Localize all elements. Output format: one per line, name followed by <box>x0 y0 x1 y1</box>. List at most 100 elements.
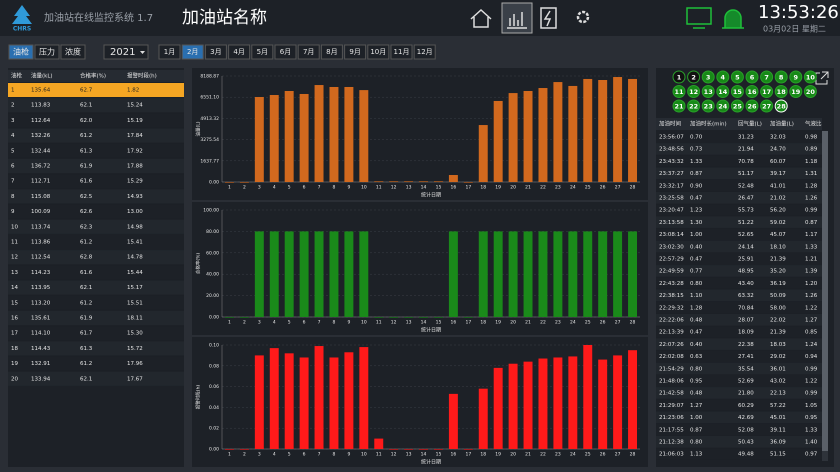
nozzle-label[interactable]: 2 <box>691 73 696 81</box>
table-row[interactable] <box>8 356 184 371</box>
month-label[interactable]: 1月 <box>164 48 175 56</box>
table-row[interactable] <box>8 189 184 204</box>
nozzle-label[interactable]: 22 <box>689 102 698 110</box>
nozzle-indicator[interactable] <box>789 70 803 84</box>
nozzle-indicator[interactable] <box>687 70 701 84</box>
table-row[interactable] <box>656 216 822 228</box>
nozzle-indicator[interactable] <box>745 70 759 84</box>
nozzle-label[interactable]: 14 <box>718 88 728 96</box>
month-label[interactable]: 7月 <box>303 48 314 56</box>
table-row[interactable] <box>8 113 184 128</box>
nozzle-indicator[interactable] <box>745 85 759 98</box>
nozzle-label[interactable]: 12 <box>689 88 698 96</box>
table-row[interactable] <box>656 289 822 302</box>
nozzle-indicator[interactable] <box>716 99 730 113</box>
month-label[interactable]: 10月 <box>370 48 386 56</box>
table-row[interactable] <box>8 295 184 310</box>
nozzle-indicator[interactable] <box>774 70 788 84</box>
stats-icon[interactable] <box>507 12 527 29</box>
nozzle-label[interactable]: 3 <box>706 73 711 81</box>
power-icon[interactable] <box>540 7 557 29</box>
tab-label[interactable]: 压力 <box>39 47 55 57</box>
nozzle-indicator[interactable] <box>803 70 817 84</box>
table-row[interactable] <box>8 204 184 219</box>
table-row[interactable] <box>8 98 184 113</box>
table-row[interactable] <box>8 311 184 325</box>
table-row[interactable] <box>656 350 822 363</box>
table-row[interactable] <box>8 143 184 158</box>
nozzle-label[interactable]: 5 <box>735 73 740 81</box>
table-row[interactable] <box>656 204 822 216</box>
table-row[interactable] <box>8 235 184 249</box>
table-row[interactable] <box>656 326 822 338</box>
table-row[interactable] <box>656 131 822 143</box>
month-label[interactable]: 9月 <box>349 48 360 56</box>
table-row[interactable] <box>8 341 184 356</box>
table-row[interactable] <box>656 192 822 204</box>
nozzle-indicator[interactable] <box>687 85 701 98</box>
table-row[interactable] <box>8 280 184 295</box>
month-button[interactable] <box>274 44 297 60</box>
table-row[interactable] <box>8 250 184 265</box>
table-row[interactable] <box>656 338 822 350</box>
nozzle-indicator[interactable] <box>672 99 686 113</box>
nozzle-indicator[interactable] <box>701 99 715 113</box>
month-button[interactable] <box>320 44 343 60</box>
nozzle-indicator[interactable] <box>774 99 788 113</box>
month-button[interactable] <box>390 44 413 60</box>
month-label[interactable]: 2月 <box>187 48 198 56</box>
table-row[interactable] <box>8 159 184 173</box>
nozzle-label[interactable]: 10 <box>806 73 816 81</box>
nozzle-label[interactable]: 28 <box>777 102 787 110</box>
table-row[interactable] <box>8 265 184 280</box>
month-button[interactable] <box>158 44 181 60</box>
nozzle-indicator[interactable] <box>716 85 730 98</box>
tab[interactable] <box>34 44 60 60</box>
month-label[interactable]: 8月 <box>326 48 337 56</box>
month-label[interactable]: 4月 <box>233 48 244 56</box>
nozzle-label[interactable]: 11 <box>674 88 684 96</box>
table-row[interactable] <box>656 436 822 448</box>
home-icon[interactable] <box>470 8 492 28</box>
table-row[interactable] <box>656 411 822 424</box>
nozzle-indicator[interactable] <box>760 85 774 98</box>
year-value[interactable]: 2021 <box>110 47 135 58</box>
table-row[interactable] <box>8 83 184 97</box>
nozzle-label[interactable]: 16 <box>747 88 757 96</box>
table-row[interactable] <box>656 240 822 253</box>
table-row[interactable] <box>656 362 822 375</box>
nozzle-indicator[interactable] <box>789 85 803 98</box>
tab-label[interactable]: 浓度 <box>65 47 81 57</box>
tab[interactable] <box>60 44 86 60</box>
nozzle-label[interactable]: 6 <box>750 73 755 81</box>
table-row[interactable] <box>656 253 822 265</box>
nozzle-label[interactable]: 13 <box>704 88 713 96</box>
settings-icon[interactable] <box>576 10 590 24</box>
month-button[interactable] <box>367 44 390 60</box>
table-row[interactable] <box>656 167 822 180</box>
month-button[interactable] <box>413 44 436 60</box>
table-row[interactable] <box>656 423 822 436</box>
table-row[interactable] <box>8 371 184 386</box>
table-row[interactable] <box>656 179 822 192</box>
nozzle-label[interactable]: 9 <box>794 73 799 81</box>
table-row[interactable] <box>656 375 822 387</box>
nozzle-indicator[interactable] <box>672 70 686 84</box>
nozzle-indicator[interactable] <box>730 70 744 84</box>
table-row[interactable] <box>656 448 822 460</box>
export-icon[interactable] <box>815 71 829 85</box>
nozzle-label[interactable]: 26 <box>747 102 757 110</box>
table-row[interactable] <box>8 219 184 234</box>
table-row[interactable] <box>8 326 184 341</box>
nozzle-label[interactable]: 1 <box>677 73 682 81</box>
tab-label[interactable]: 油枪 <box>13 47 29 57</box>
table-row[interactable] <box>656 155 822 167</box>
nozzle-label[interactable]: 4 <box>721 73 726 81</box>
nozzle-label[interactable]: 8 <box>779 73 784 81</box>
month-label[interactable]: 12月 <box>417 48 433 56</box>
table-row[interactable] <box>656 387 822 399</box>
month-button[interactable] <box>204 44 227 60</box>
nozzle-label[interactable]: 23 <box>704 102 713 110</box>
nozzle-indicator[interactable] <box>716 70 730 84</box>
nozzle-indicator[interactable] <box>745 99 759 113</box>
